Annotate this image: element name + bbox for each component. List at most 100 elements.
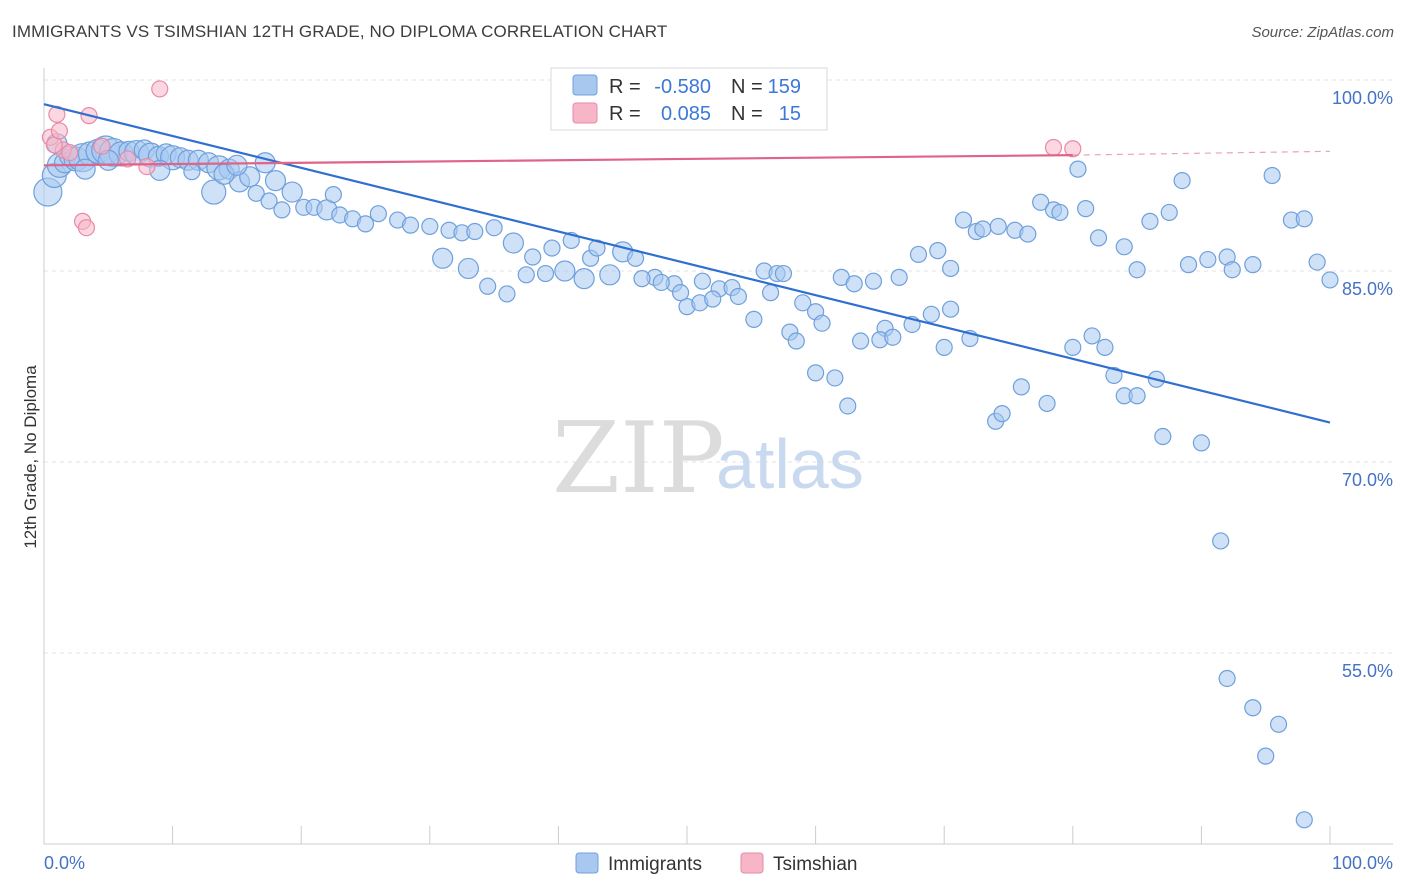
immigrants-point (935, 338, 953, 356)
chart-title: IMMIGRANTS VS TSIMSHIAN 12TH GRADE, NO D… (12, 22, 668, 41)
immigrants-point (729, 287, 748, 306)
immigrants-trend-line (43, 103, 1331, 424)
immigrants-point (543, 239, 561, 257)
immigrants-point (787, 332, 805, 350)
immigrants-point (573, 268, 595, 290)
immigrants-point (1096, 338, 1114, 356)
immigrants-point (1223, 261, 1241, 279)
immigrants-point (1128, 261, 1146, 279)
y-tick-label: 55.0% (1342, 661, 1393, 681)
immigrants-point (839, 397, 857, 415)
immigrants-point (704, 290, 722, 308)
immigrants-point (1019, 225, 1037, 243)
legend-r-label-2: R = (609, 103, 641, 125)
chart-source: Source: ZipAtlas.com (1251, 24, 1394, 41)
immigrants-point (432, 247, 454, 269)
tsimshian-point (50, 122, 69, 140)
tsimshian-point (1044, 138, 1063, 157)
tsimshian-point (1064, 140, 1082, 158)
watermark-atlas: atlas (716, 425, 864, 503)
immigrants-point (273, 201, 291, 219)
immigrants-point (524, 248, 542, 266)
bottom-legend-immigrants: Immigrants (608, 854, 702, 875)
y-tick-label: 70.0% (1342, 470, 1393, 490)
y-tick-label: 100.0% (1332, 88, 1393, 108)
bottom-legend-swatch-tsimshian (740, 852, 764, 874)
immigrants-point (761, 284, 780, 302)
immigrants-point (954, 211, 973, 229)
immigrants-point (466, 222, 484, 241)
immigrants-point (671, 284, 690, 302)
immigrants-point (826, 369, 844, 387)
immigrants-point (633, 270, 651, 288)
y-tick-label: 85.0% (1342, 279, 1393, 299)
immigrants-point (909, 245, 928, 264)
immigrants-point (1244, 699, 1262, 717)
immigrants-point (974, 220, 992, 238)
immigrants-point (1295, 210, 1313, 228)
immigrants-point (502, 232, 524, 254)
immigrants-point (536, 264, 555, 283)
immigrants-point (1308, 253, 1326, 271)
immigrants-point (884, 328, 902, 346)
tsimshian-point (93, 137, 111, 155)
legend-r-value-1: -0.580 (654, 76, 711, 98)
immigrants-point (942, 300, 960, 318)
immigrants-point (1321, 271, 1339, 289)
immigrants-point (845, 275, 863, 293)
legend-n-label-1: N = (731, 76, 763, 98)
legend-swatch-immigrants (572, 74, 598, 96)
immigrants-point (745, 310, 763, 328)
immigrants-point (517, 266, 535, 284)
immigrants-point (813, 314, 831, 332)
y-tick-labels: 100.0% 85.0% 70.0% 55.0% (1332, 88, 1393, 681)
immigrants-point (1192, 434, 1211, 452)
legend-n-value-2: 15 (779, 103, 801, 125)
bottom-legend-swatch-immigrants (575, 852, 599, 874)
immigrants-point (774, 264, 793, 283)
immigrants-point (74, 158, 96, 180)
x-tick-max: 100.0% (1332, 853, 1393, 873)
immigrants-point (498, 285, 516, 303)
immigrants-point (1089, 229, 1108, 247)
trend-lines (43, 103, 1331, 424)
immigrants-point (890, 268, 908, 286)
immigrants-point (1012, 378, 1030, 396)
immigrants-points (33, 133, 1339, 829)
x-tick-min: 0.0% (44, 853, 85, 873)
immigrants-point (1218, 669, 1236, 688)
tsimshian-trend-extension (1072, 150, 1331, 156)
immigrants-point (1038, 394, 1056, 413)
tsimshian-point (138, 157, 156, 176)
tsimshian-point (77, 219, 96, 237)
immigrants-point (1263, 166, 1281, 185)
tsimshian-trend-line (43, 154, 1073, 167)
immigrants-point (942, 259, 960, 278)
immigrants-point (1032, 193, 1050, 211)
immigrants-point (1244, 256, 1262, 274)
y-axis-label: 12th Grade, No Diploma (21, 365, 40, 549)
immigrants-point (264, 169, 287, 192)
tsimshian-points (41, 80, 1082, 237)
legend-r-label-1: R = (609, 76, 641, 98)
immigrants-point (693, 272, 712, 290)
immigrants-point (457, 257, 479, 280)
immigrants-point (479, 277, 497, 295)
immigrants-point (864, 272, 883, 290)
immigrants-point (1212, 532, 1230, 550)
immigrants-point (1115, 238, 1133, 256)
immigrants-point (247, 184, 265, 202)
immigrants-point (922, 305, 940, 323)
immigrants-point (1128, 387, 1146, 405)
immigrants-point (1199, 250, 1217, 269)
immigrants-point (1077, 200, 1095, 218)
immigrants-point (806, 364, 825, 382)
tsimshian-point (61, 143, 79, 162)
immigrants-point (485, 219, 503, 237)
watermark: ZIP atlas (552, 402, 864, 516)
legend-r-value-2: 0.085 (661, 103, 711, 125)
bottom-legend: Immigrants Tsimshian (575, 852, 857, 875)
legend-n-value-1: 159 (768, 76, 801, 98)
immigrants-point (401, 216, 420, 234)
immigrants-point (852, 332, 870, 350)
